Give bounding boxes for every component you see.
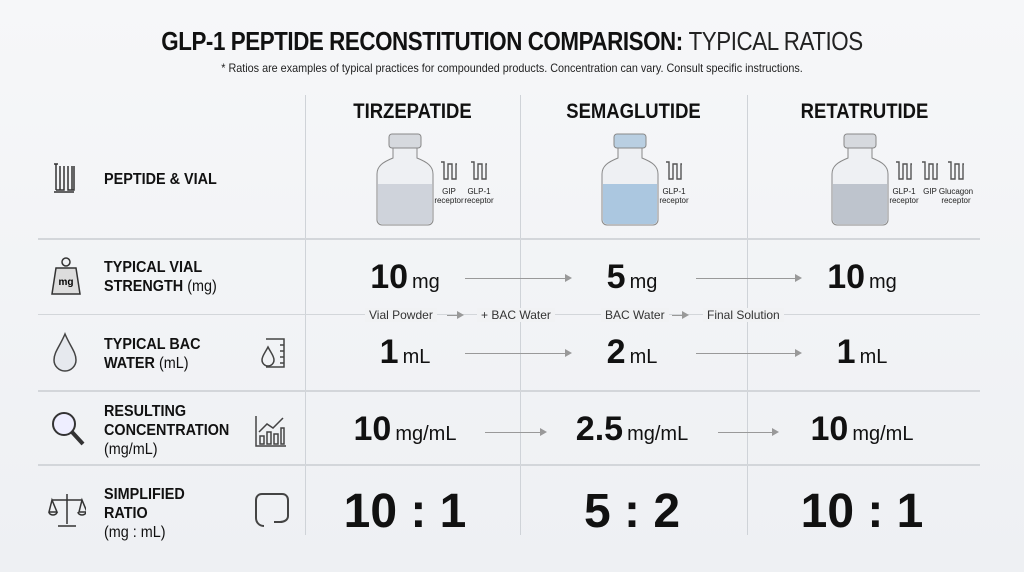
arrow-icon	[485, 428, 547, 436]
row-label-strength: TYPICAL VIAL STRENGTH (mg)	[104, 259, 217, 295]
intestine-icon	[255, 493, 289, 527]
disclaimer: * Ratios are examples of typical practic…	[221, 61, 803, 75]
water-value: 1 mL	[379, 333, 431, 371]
arrow-icon	[465, 274, 572, 282]
water-value: 2 mL	[606, 333, 658, 371]
arrow-icon	[465, 349, 572, 357]
receptor-icon	[471, 161, 487, 180]
ratio-value: 10 : 1	[800, 485, 924, 538]
divider	[38, 390, 980, 392]
receptor-icon	[54, 163, 75, 193]
arrow-icon	[696, 274, 802, 282]
receptor-icon	[896, 161, 912, 180]
magnifier-icon	[52, 412, 85, 446]
vial-icon	[831, 133, 889, 226]
svg-text:mg: mg	[59, 277, 74, 288]
divider	[38, 238, 980, 240]
conc-value: 2.5 mg/mL	[575, 410, 689, 448]
receptor-label: GLP-1 receptor	[659, 187, 689, 205]
row-label-peptide: PEPTIDE & VIAL	[104, 171, 217, 188]
vial-icon	[376, 133, 434, 226]
strength-value: 10 mg	[827, 258, 897, 296]
strength-value: 10 mg	[370, 258, 440, 296]
row-label-ratio: SIMPLIFIED RATIO (mg : mL)	[104, 486, 185, 541]
flow-step: Vial Powder	[365, 308, 437, 322]
receptor-icon	[922, 161, 938, 180]
arrow-icon	[672, 311, 689, 319]
flow-step: BAC Water	[601, 308, 669, 322]
ratio-value: 5 : 2	[583, 485, 681, 538]
receptor-icon	[666, 161, 682, 180]
receptor-label: GLP-1 receptor	[464, 187, 494, 205]
column-header-tirzepatide: TIRZEPATIDE	[353, 100, 472, 123]
measuring-cup-icon	[261, 338, 285, 368]
receptor-icon	[441, 161, 457, 180]
arrow-icon	[447, 311, 464, 319]
column-header-retatrutide: RETATRUTIDE	[800, 100, 929, 123]
row-label-concentration: RESULTING CONCENTRATION (mg/mL)	[104, 403, 230, 458]
chart-icon	[255, 416, 286, 447]
water-value: 1 mL	[836, 333, 888, 371]
divider	[305, 95, 306, 535]
divider	[38, 464, 980, 466]
column-header-semaglutide: SEMAGLUTIDE	[566, 100, 701, 123]
strength-value: 5 mg	[606, 258, 658, 296]
receptor-label: GIP	[923, 187, 937, 196]
water-drop-icon	[53, 332, 77, 372]
arrow-icon	[718, 428, 779, 436]
receptor-label: GLP-1 receptor	[889, 187, 919, 205]
page-title: GLP-1 PEPTIDE RECONSTITUTION COMPARISON:…	[161, 26, 863, 56]
row-label-water: TYPICAL BAC WATER (mL)	[104, 336, 201, 372]
scale-icon	[48, 494, 86, 527]
weight-icon: mg	[51, 257, 81, 295]
flow-step: + BAC Water	[477, 308, 555, 322]
receptor-icon	[948, 161, 964, 180]
vial-icon	[601, 133, 659, 226]
receptor-label: GIP receptor	[434, 187, 464, 205]
receptor-label: Glucagon receptor	[938, 187, 974, 205]
flow-step: Final Solution	[703, 308, 784, 322]
ratio-value: 10 : 1	[343, 485, 467, 538]
conc-value: 10 mg/mL	[810, 410, 914, 448]
arrow-icon	[696, 349, 802, 357]
conc-value: 10 mg/mL	[353, 410, 457, 448]
